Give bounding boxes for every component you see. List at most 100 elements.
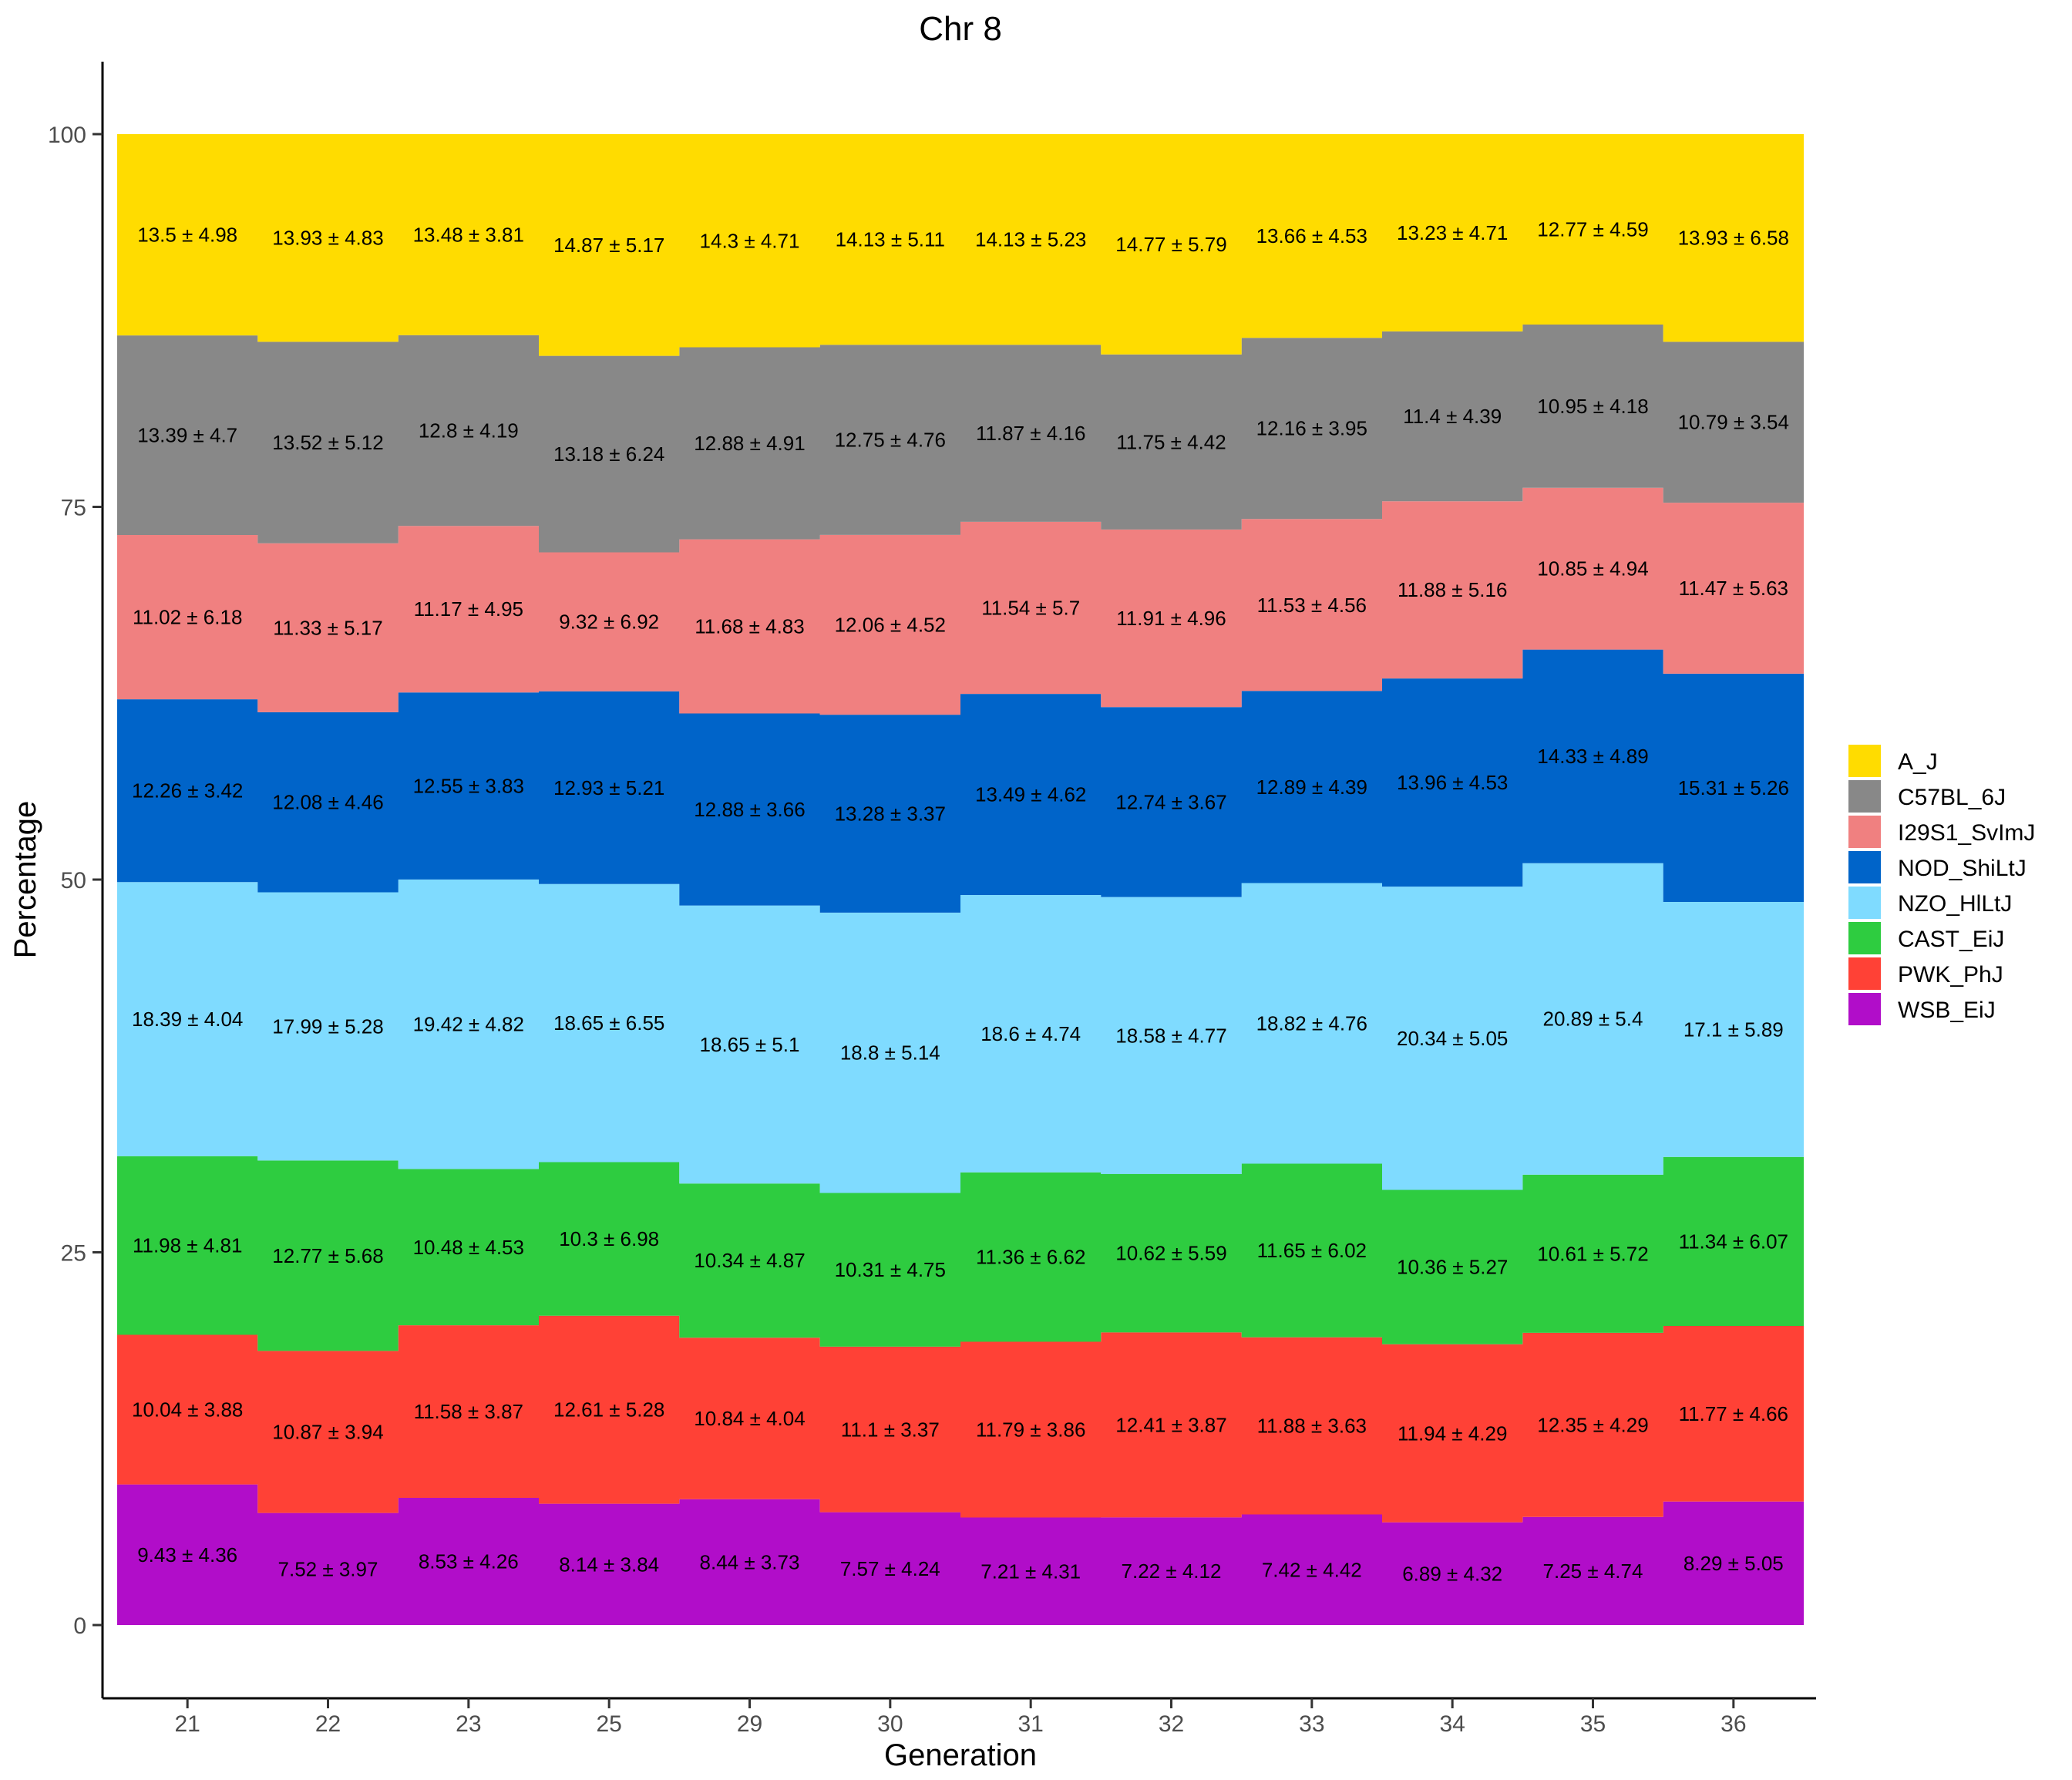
- value-label: 11.94 ± 4.29: [1398, 1422, 1507, 1445]
- value-label: 12.16 ± 3.95: [1256, 417, 1367, 440]
- y-tick-label: 0: [73, 1613, 86, 1639]
- value-label: 14.33 ± 4.89: [1537, 745, 1648, 768]
- legend-swatch-WSB_EiJ: [1848, 993, 1881, 1025]
- legend: A_J C57BL_6J I29S1_SvImJ NOD_ShiLtJ NZO_HlLt…: [1848, 745, 2035, 1025]
- value-label: 12.93 ± 5.21: [553, 776, 664, 799]
- value-label: 8.29 ± 5.05: [1684, 1552, 1784, 1575]
- value-label: 12.75 ± 4.76: [835, 429, 946, 452]
- value-label: 18.39 ± 4.04: [132, 1008, 243, 1031]
- value-label: 11.54 ± 5.7: [981, 597, 1080, 620]
- value-label: 13.39 ± 4.7: [137, 424, 237, 447]
- value-label: 18.82 ± 4.76: [1256, 1012, 1367, 1035]
- value-label: 19.42 ± 4.82: [413, 1013, 524, 1036]
- value-label: 13.93 ± 6.58: [1678, 227, 1789, 250]
- y-ticks: 0 25 50 75 100: [48, 123, 103, 1639]
- value-label: 10.61 ± 5.72: [1537, 1242, 1648, 1265]
- value-label: 11.4 ± 4.39: [1403, 405, 1502, 428]
- value-label: 12.77 ± 4.59: [1537, 218, 1648, 241]
- legend-swatch-A_J: [1848, 745, 1881, 777]
- x-tick-label: 21: [174, 1711, 200, 1737]
- value-label: 10.34 ± 4.87: [694, 1249, 805, 1272]
- value-label: 13.93 ± 4.83: [272, 227, 383, 250]
- value-label: 12.88 ± 3.66: [694, 798, 805, 821]
- value-label: 13.18 ± 6.24: [553, 442, 664, 466]
- band-A_J: [117, 134, 1804, 356]
- value-label: 13.52 ± 5.12: [272, 431, 383, 454]
- value-label: 12.35 ± 4.29: [1537, 1413, 1648, 1436]
- x-tick-label: 30: [877, 1711, 903, 1737]
- legend-label-A_J: A_J: [1898, 749, 1938, 775]
- value-label: 11.77 ± 4.66: [1679, 1402, 1788, 1425]
- value-label: 12.06 ± 4.52: [835, 614, 946, 637]
- x-axis-label: Generation: [884, 1738, 1037, 1772]
- legend-label-C57BL_6J: C57BL_6J: [1898, 785, 2006, 810]
- chart-title: Chr 8: [919, 10, 1002, 48]
- value-label: 7.42 ± 4.42: [1262, 1558, 1362, 1581]
- x-tick-label: 32: [1159, 1711, 1184, 1737]
- value-label: 11.98 ± 4.81: [133, 1234, 242, 1257]
- value-label: 11.47 ± 5.63: [1679, 577, 1788, 600]
- value-label: 12.77 ± 5.68: [272, 1244, 383, 1267]
- value-label: 10.36 ± 5.27: [1397, 1256, 1508, 1279]
- value-label: 14.77 ± 5.79: [1115, 233, 1226, 256]
- legend-swatch-I29S1_SvImJ: [1848, 816, 1881, 848]
- value-label: 14.87 ± 5.17: [553, 234, 664, 257]
- value-label: 11.33 ± 5.17: [273, 616, 382, 639]
- value-label: 13.23 ± 4.71: [1397, 221, 1508, 244]
- value-label: 12.55 ± 3.83: [413, 775, 524, 798]
- x-tick-label: 25: [596, 1711, 621, 1737]
- value-label: 10.95 ± 4.18: [1537, 395, 1648, 418]
- value-label: 20.89 ± 5.4: [1543, 1008, 1643, 1031]
- value-label: 7.21 ± 4.31: [980, 1560, 1081, 1583]
- value-label: 10.79 ± 3.54: [1678, 411, 1789, 434]
- legend-label-PWK_PhJ: PWK_PhJ: [1898, 962, 2003, 988]
- stacked-area-bands: [117, 134, 1804, 1625]
- value-label: 8.53 ± 4.26: [419, 1550, 519, 1573]
- value-label: 17.1 ± 5.89: [1684, 1018, 1784, 1041]
- value-label: 13.96 ± 4.53: [1397, 771, 1508, 794]
- x-tick-label: 22: [315, 1711, 341, 1737]
- value-label: 18.6 ± 4.74: [980, 1022, 1081, 1045]
- band-C57BL_6J: [117, 325, 1804, 553]
- value-label: 11.02 ± 6.18: [133, 606, 242, 629]
- value-label: 11.75 ± 4.42: [1116, 430, 1226, 453]
- value-label: 12.08 ± 4.46: [272, 791, 383, 814]
- value-label: 11.88 ± 3.63: [1257, 1415, 1367, 1438]
- y-tick-label: 50: [61, 868, 86, 893]
- value-label: 11.58 ± 3.87: [414, 1400, 523, 1423]
- y-tick-label: 75: [61, 496, 86, 521]
- value-label: 11.53 ± 4.56: [1257, 594, 1367, 617]
- value-label: 8.14 ± 3.84: [559, 1553, 659, 1576]
- y-axis-label: Percentage: [8, 801, 42, 959]
- legend-swatch-CAST_EiJ: [1848, 922, 1881, 954]
- value-label: 11.36 ± 6.62: [976, 1246, 1085, 1269]
- value-label: 12.89 ± 4.39: [1256, 776, 1367, 799]
- x-tick-label: 29: [737, 1711, 762, 1737]
- value-label: 11.17 ± 4.95: [414, 597, 523, 621]
- value-label: 11.88 ± 5.16: [1398, 578, 1507, 601]
- value-label: 18.8 ± 5.14: [840, 1041, 940, 1065]
- band-NZO_HlLtJ: [117, 863, 1804, 1193]
- value-label: 11.87 ± 4.16: [976, 422, 1085, 445]
- value-label: 13.5 ± 4.98: [137, 224, 237, 247]
- value-label: 11.34 ± 6.07: [1679, 1230, 1788, 1253]
- value-label: 10.04 ± 3.88: [132, 1398, 243, 1422]
- value-label: 11.1 ± 3.37: [841, 1418, 940, 1441]
- value-label: 11.68 ± 4.83: [695, 615, 804, 638]
- value-label: 11.65 ± 6.02: [1257, 1239, 1367, 1262]
- y-tick-label: 25: [61, 1241, 86, 1267]
- value-label: 12.8 ± 4.19: [419, 419, 519, 442]
- value-label: 10.84 ± 4.04: [694, 1407, 805, 1430]
- legend-label-NOD_ShiLtJ: NOD_ShiLtJ: [1898, 856, 2027, 881]
- value-label: 8.44 ± 3.73: [700, 1550, 800, 1573]
- value-label: 12.61 ± 5.28: [553, 1398, 664, 1422]
- legend-swatch-PWK_PhJ: [1848, 957, 1881, 990]
- value-label: 14.13 ± 5.23: [975, 228, 1086, 251]
- x-tick-label: 31: [1018, 1711, 1043, 1737]
- value-label: 13.49 ± 4.62: [975, 783, 1086, 806]
- band-CAST_EiJ: [117, 1156, 1804, 1351]
- value-label: 10.62 ± 5.59: [1115, 1242, 1226, 1265]
- legend-label-CAST_EiJ: CAST_EiJ: [1898, 927, 2004, 952]
- legend-swatch-C57BL_6J: [1848, 780, 1881, 813]
